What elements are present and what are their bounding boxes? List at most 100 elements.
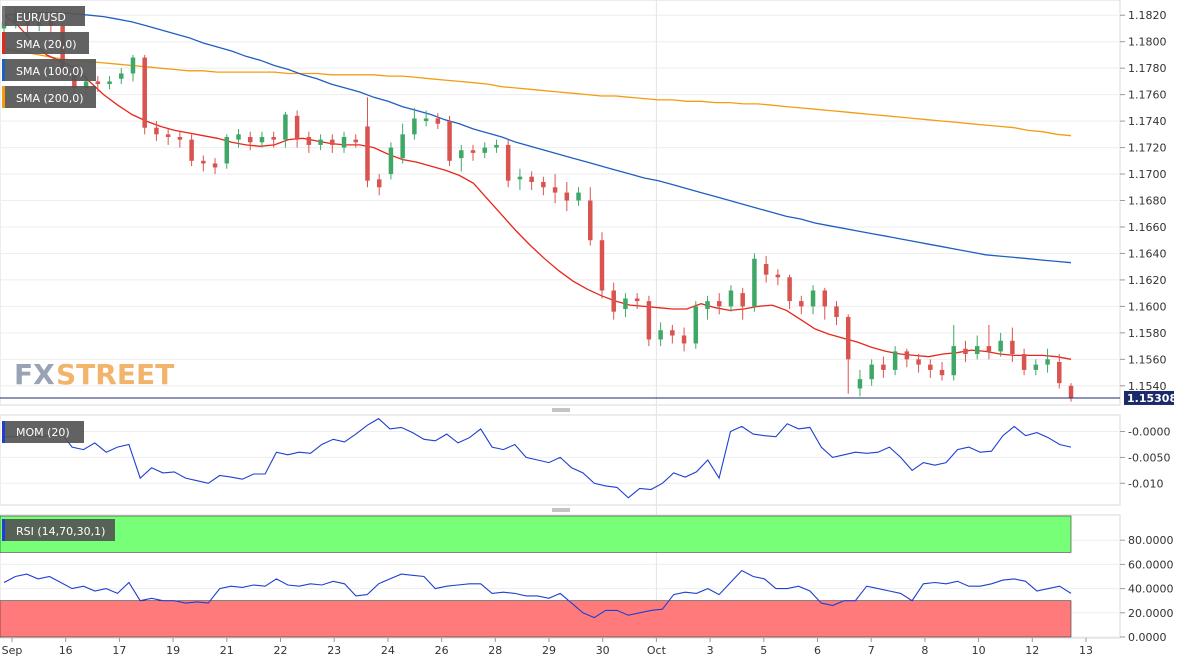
momentum-axis: -0.0000 -0.0050 -0.010	[1120, 426, 1170, 490]
x-tick-label: 12	[1025, 644, 1039, 657]
candle	[154, 121, 159, 141]
legend-sma100[interactable]: SMA (100,0)	[2, 59, 96, 81]
x-tick-label: 7	[868, 644, 875, 657]
candle	[869, 359, 874, 386]
candle	[447, 115, 452, 167]
candle	[189, 134, 194, 167]
candle	[119, 68, 124, 85]
x-tick-label: 28	[488, 644, 502, 657]
rsi-tick-label: 40.0000	[1128, 583, 1174, 596]
mom-tick-label: -0.0050	[1128, 451, 1170, 464]
svg-text:MOM (20): MOM (20)	[16, 426, 70, 439]
candle	[353, 134, 359, 148]
price-axis: 1.1820 1.1800 1.1780 1.1760 1.1740 1.1720 1.17…	[1120, 9, 1167, 393]
candle	[505, 139, 511, 188]
candle	[599, 232, 605, 299]
x-tick-label: Sep	[2, 644, 23, 657]
price-tick-1.1760: 1.1760	[1128, 89, 1167, 102]
candle	[1010, 327, 1015, 362]
legend-rsi[interactable]: RSI (14,70,30,1)	[2, 519, 115, 541]
candle	[435, 113, 441, 130]
x-tick-label: 3	[707, 644, 714, 657]
momentum-panel	[0, 414, 1121, 506]
candle	[857, 369, 863, 397]
legend-sma200[interactable]: SMA (200,0)	[2, 86, 96, 108]
sma-line	[3, 47, 1072, 137]
candle	[318, 134, 323, 151]
rsi-line	[3, 569, 1072, 619]
price-tick-1.1720: 1.1720	[1128, 142, 1167, 155]
candle	[224, 134, 230, 169]
candle	[130, 54, 136, 82]
candle	[634, 293, 640, 310]
candle	[165, 129, 171, 145]
price-tick-1.1640: 1.1640	[1128, 247, 1167, 260]
price-tick-1.1700: 1.1700	[1128, 168, 1167, 181]
x-tick-label: 13	[1079, 644, 1093, 657]
candle	[951, 324, 956, 381]
legend-sma20[interactable]: SMA (20,0)	[2, 32, 89, 54]
candle	[482, 142, 487, 159]
candle	[412, 107, 417, 140]
candle	[107, 76, 112, 90]
svg-text:SMA (200,0): SMA (200,0)	[16, 92, 84, 105]
rsi-oversold-zone	[0, 600, 1072, 638]
candle	[283, 111, 288, 148]
x-tick-label: 19	[166, 644, 180, 657]
mom-tick-label: -0.010	[1128, 477, 1163, 490]
candle	[400, 123, 405, 164]
candle	[623, 293, 628, 317]
price-grid	[0, 14, 1120, 387]
candle	[1057, 354, 1062, 389]
candle	[1021, 348, 1027, 376]
svg-text:SMA (20,0): SMA (20,0)	[16, 38, 77, 51]
candle	[177, 131, 183, 148]
x-tick-label: 21	[220, 644, 234, 657]
candle	[775, 269, 781, 286]
price-tick-1.1580: 1.1580	[1128, 327, 1167, 340]
price-tick-1.1660: 1.1660	[1128, 221, 1167, 234]
x-tick-label: 30	[596, 644, 610, 657]
resize-handle-mom[interactable]	[552, 408, 570, 412]
candle	[259, 131, 265, 148]
rsi-overbought-zone	[0, 515, 1072, 553]
resize-handle-rsi[interactable]	[552, 508, 570, 512]
candle	[740, 287, 745, 320]
momentum-series	[4, 417, 1072, 499]
candle	[423, 110, 429, 127]
candle	[1033, 359, 1039, 376]
price-tick-1.1540: 1.1540	[1128, 380, 1167, 393]
x-tick-label: 16	[59, 644, 73, 657]
candle	[670, 324, 675, 344]
candle	[388, 142, 394, 180]
candle	[963, 340, 968, 362]
candle	[904, 348, 910, 368]
price-tick-1.1600: 1.1600	[1128, 300, 1167, 313]
candle	[201, 155, 206, 172]
rsi-axis: 80.0000 60.0000 40.0000 20.0000 0.0000	[1120, 534, 1174, 644]
rsi-tick-label: 0.0000	[1128, 631, 1167, 644]
x-tick-label: 29	[542, 644, 556, 657]
candle	[494, 139, 499, 153]
legend-mom[interactable]: MOM (20)	[2, 421, 84, 443]
candle	[787, 274, 792, 310]
x-tick-label: 10	[972, 644, 986, 657]
candle	[845, 314, 851, 394]
candle	[834, 301, 839, 325]
svg-text:RSI (14,70,30,1): RSI (14,70,30,1)	[16, 525, 105, 538]
sma-line	[3, 11, 1072, 264]
mom-tick-label: -0.0000	[1128, 426, 1170, 439]
price-tick-1.1740: 1.1740	[1128, 115, 1167, 128]
rsi-tick-label: 60.0000	[1128, 558, 1174, 571]
candle	[552, 174, 558, 204]
rsi-tick-label: 80.0000	[1128, 534, 1174, 547]
fxstreet-watermark: FX STREET	[14, 358, 174, 391]
x-tick-label: 26	[435, 644, 449, 657]
x-tick-label: 24	[381, 644, 395, 657]
candle	[881, 356, 886, 378]
legend-symbol[interactable]: EUR/USD	[2, 6, 85, 26]
x-tick-label: 17	[112, 644, 126, 657]
candle	[365, 97, 370, 188]
candle	[705, 295, 710, 320]
x-tick-label: 5	[760, 644, 767, 657]
